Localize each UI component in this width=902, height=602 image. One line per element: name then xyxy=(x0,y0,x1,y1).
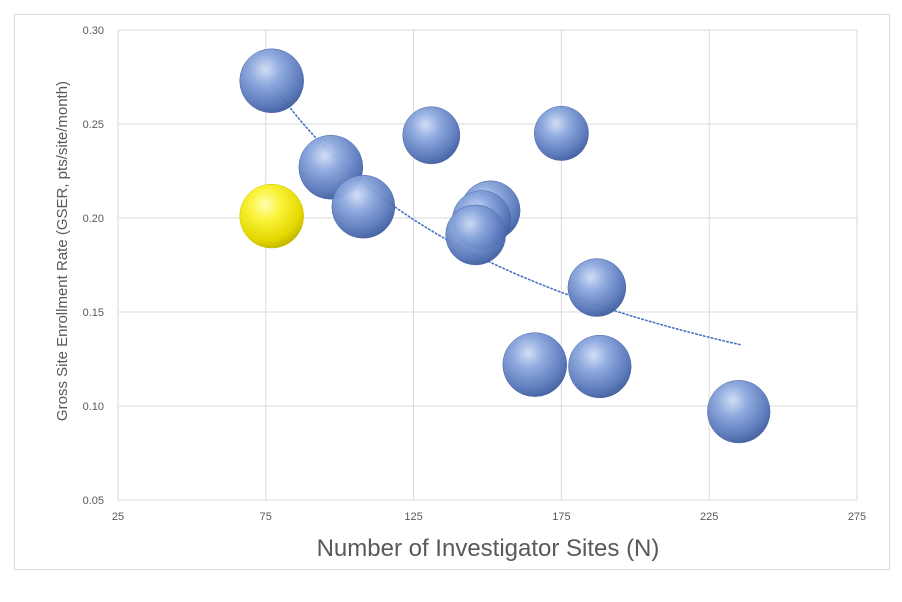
bubble-chart: 25 75 125 175 225 275 0.05 0.10 0.15 0.20 0.25 0.3… xyxy=(54,25,866,562)
y-tick-label: 0.30 xyxy=(83,25,104,37)
x-tick-labels: 25 75 125 175 225 275 xyxy=(112,511,866,523)
x-tick-label: 125 xyxy=(404,511,422,523)
y-tick-label: 0.15 xyxy=(83,307,104,319)
chart-frame: 25 75 125 175 225 275 0.05 0.10 0.15 0.20 0.25 0.3… xyxy=(14,14,890,570)
y-axis-title: Gross Site Enrollment Rate (GSER, pts/si… xyxy=(54,81,71,421)
y-tick-label: 0.10 xyxy=(83,401,104,413)
data-bubble xyxy=(239,48,304,114)
y-tick-label: 0.25 xyxy=(83,119,104,131)
grid-lines xyxy=(117,29,858,501)
data-bubble xyxy=(445,204,506,266)
x-axis-title: Number of Investigator Sites (N) xyxy=(317,535,660,562)
x-tick-label: 225 xyxy=(700,511,718,523)
data-bubble xyxy=(568,334,632,399)
x-tick-label: 275 xyxy=(848,511,866,523)
bubble-layer xyxy=(239,48,771,444)
data-bubble xyxy=(567,258,627,317)
y-tick-label: 0.20 xyxy=(83,213,104,225)
x-tick-label: 25 xyxy=(112,511,124,523)
data-bubble xyxy=(402,106,461,165)
data-bubble xyxy=(331,174,396,239)
y-tick-label: 0.05 xyxy=(83,495,104,507)
data-bubble xyxy=(502,332,568,397)
data-bubble xyxy=(707,380,771,444)
data-bubble xyxy=(533,105,589,161)
highlighted-bubble xyxy=(239,183,304,249)
y-tick-labels: 0.05 0.10 0.15 0.20 0.25 0.30 xyxy=(83,25,104,507)
x-tick-label: 75 xyxy=(260,511,272,523)
x-tick-label: 175 xyxy=(552,511,570,523)
